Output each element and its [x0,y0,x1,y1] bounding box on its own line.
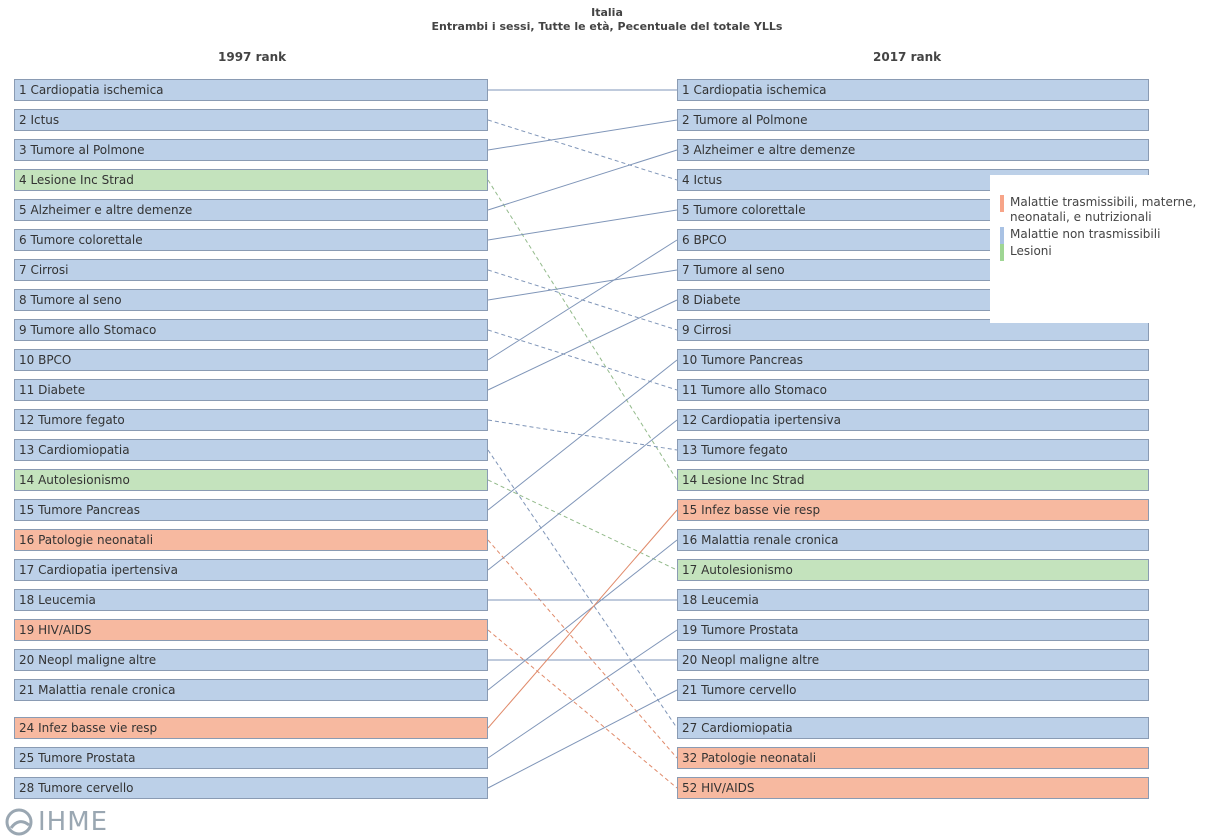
left-rank-item: 9 Tumore allo Stomaco [14,319,488,341]
left-rank-item: 24 Infez basse vie resp [14,717,488,739]
left-rank-item: 17 Cardiopatia ipertensiva [14,559,488,581]
rank-link-line [487,449,678,729]
rank-link-line [487,539,678,691]
rank-link-line [487,629,678,789]
legend-label-injuries: Lesioni [1010,244,1052,258]
legend-label-noncommunicable: Malattie non trasmissibili [1010,227,1161,241]
left-rank-item: 8 Tumore al seno [14,289,488,311]
rank-link-line [487,179,678,481]
right-rank-item: 11 Tumore allo Stomaco [677,379,1149,401]
left-rank-item: 14 Autolesionismo [14,469,488,491]
right-rank-item: 19 Tumore Prostata [677,619,1149,641]
legend: Malattie trasmissibili, materne, neonata… [990,175,1214,323]
chart-title: Italia Entrambi i sessi, Tutte le età, P… [0,6,1214,34]
rank-link-line [487,419,678,571]
left-rank-item: 15 Tumore Pancreas [14,499,488,521]
right-column-header: 2017 rank [873,50,942,64]
left-column-header: 1997 rank [218,50,287,64]
right-rank-item: 17 Autolesionismo [677,559,1149,581]
rank-link-line [487,119,678,151]
rank-link-line [487,119,678,181]
rank-link-line [487,419,678,451]
legend-swatch-noncommunicable [1000,227,1004,244]
title-line-1: Italia [591,6,623,19]
right-rank-item: 1 Cardiopatia ischemica [677,79,1149,101]
right-rank-item: 16 Malattia renale cronica [677,529,1149,551]
left-rank-item: 28 Tumore cervello [14,777,488,799]
right-rank-item: 12 Cardiopatia ipertensiva [677,409,1149,431]
legend-swatch-injuries [1000,244,1004,261]
right-rank-item: 27 Cardiomiopatia [677,717,1149,739]
left-rank-item: 11 Diabete [14,379,488,401]
left-rank-item: 2 Ictus [14,109,488,131]
left-rank-item: 4 Lesione Inc Strad [14,169,488,191]
ihme-logo-icon [5,808,33,836]
left-rank-item: 21 Malattia renale cronica [14,679,488,701]
left-rank-item: 7 Cirrosi [14,259,488,281]
right-rank-item: 52 HIV/AIDS [677,777,1149,799]
legend-item-injuries: Lesioni [1000,244,1214,261]
rank-link-line [487,239,678,361]
ihme-logo-text: IHME [38,807,109,837]
right-rank-item: 2 Tumore al Polmone [677,109,1149,131]
right-rank-item: 14 Lesione Inc Strad [677,469,1149,491]
left-rank-item: 25 Tumore Prostata [14,747,488,769]
rank-link-line [487,329,678,391]
rank-link-line [487,269,678,301]
rank-link-line [487,299,678,391]
left-rank-item: 19 HIV/AIDS [14,619,488,641]
legend-item-communicable: Malattie trasmissibili, materne, neonata… [1000,195,1214,225]
right-rank-item: 13 Tumore fegato [677,439,1149,461]
left-rank-item: 12 Tumore fegato [14,409,488,431]
rank-link-line [487,689,678,789]
left-rank-item: 3 Tumore al Polmone [14,139,488,161]
rank-link-line [487,479,678,571]
left-rank-item: 1 Cardiopatia ischemica [14,79,488,101]
rank-link-line [487,629,678,759]
rank-link-line [487,209,678,241]
left-rank-item: 5 Alzheimer e altre demenze [14,199,488,221]
rank-link-line [487,359,678,511]
left-rank-item: 13 Cardiomiopatia [14,439,488,461]
left-rank-item: 10 BPCO [14,349,488,371]
legend-item-noncommunicable: Malattie non trasmissibili [1000,227,1214,244]
right-rank-item: 20 Neopl maligne altre [677,649,1149,671]
right-rank-item: 32 Patologie neonatali [677,747,1149,769]
left-rank-item: 18 Leucemia [14,589,488,611]
rank-link-line [487,539,678,759]
right-rank-item: 9 Cirrosi [677,319,1149,341]
rank-link-line [487,509,678,729]
legend-swatch-communicable [1000,195,1004,212]
right-rank-item: 10 Tumore Pancreas [677,349,1149,371]
ihme-logo: IHME [0,807,160,837]
legend-label-communicable: Malattie trasmissibili, materne, neonata… [1010,195,1197,224]
right-rank-item: 18 Leucemia [677,589,1149,611]
rank-link-line [487,149,678,211]
right-rank-item: 3 Alzheimer e altre demenze [677,139,1149,161]
right-rank-item: 15 Infez basse vie resp [677,499,1149,521]
title-line-2: Entrambi i sessi, Tutte le età, Pecentua… [431,20,783,33]
left-rank-item: 6 Tumore colorettale [14,229,488,251]
left-rank-item: 16 Patologie neonatali [14,529,488,551]
left-rank-item: 20 Neopl maligne altre [14,649,488,671]
right-rank-item: 21 Tumore cervello [677,679,1149,701]
